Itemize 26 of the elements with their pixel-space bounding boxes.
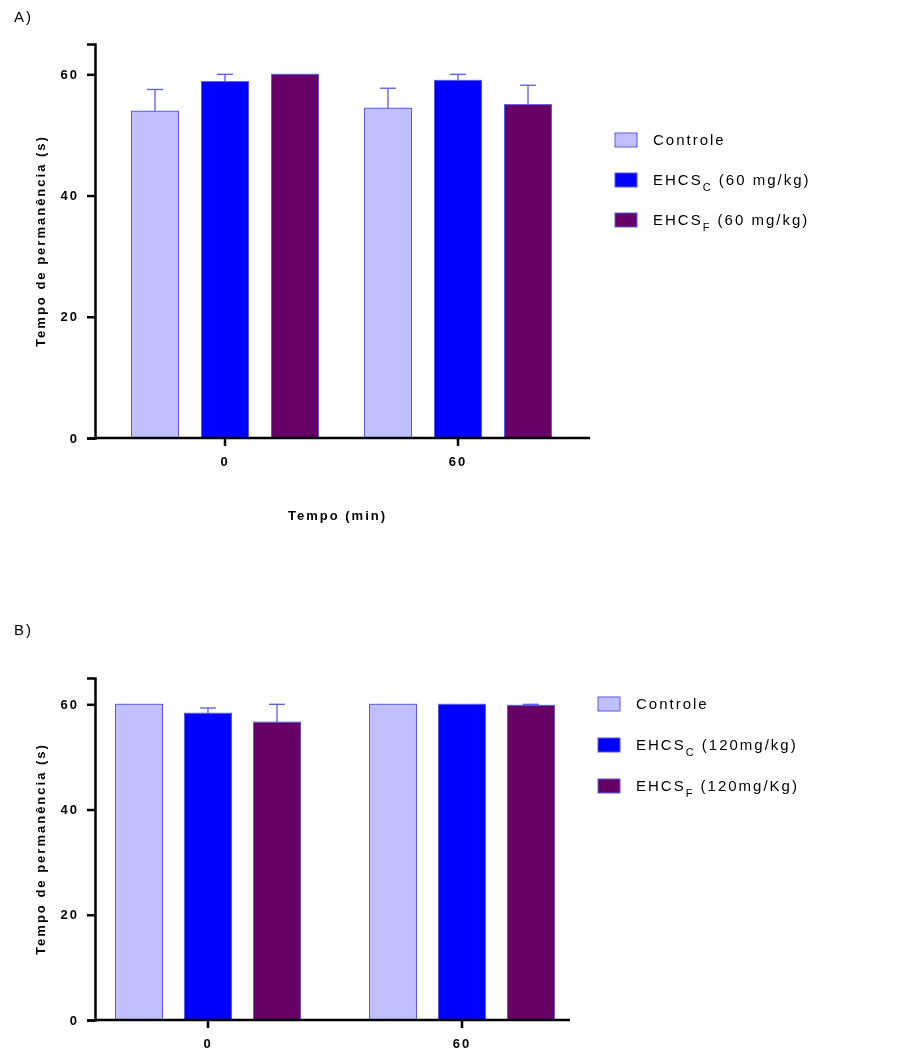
bar <box>369 703 417 1021</box>
legend-label: EHCS$_{F}$ (120mg/Kg) <box>636 777 799 799</box>
legend-label: EHCS$_{F}$ (60 mg/kg) <box>653 211 810 233</box>
bar <box>115 703 163 1021</box>
y-tick-label: 0 <box>69 1012 79 1028</box>
bar <box>184 712 232 1021</box>
bar <box>507 704 555 1021</box>
bar <box>438 703 486 1021</box>
y-tick-label: 20 <box>60 907 79 923</box>
y-axis-title: Tempo de permanência (s) <box>33 743 48 955</box>
x-axis-title: Tempo (min) <box>287 508 388 523</box>
bar <box>271 73 319 439</box>
legend-label: EHCS$_{C}$ (120mg/kg) <box>636 736 798 758</box>
legend-label: Controle <box>636 695 709 712</box>
y-tick-label: 60 <box>60 696 79 712</box>
y-axis-title: Tempo de permanência (s) <box>33 135 48 347</box>
y-tick-label: 60 <box>60 66 79 82</box>
legend-label: EHCS$_{C}$ (60 mg/kg) <box>653 171 811 193</box>
chart-title: B) <box>14 621 33 638</box>
bar <box>434 79 482 439</box>
y-tick-label: 40 <box>60 188 79 204</box>
y-tick-label: 20 <box>60 309 79 325</box>
y-tick-label: 40 <box>60 802 79 818</box>
chart-title: A) <box>14 8 33 25</box>
legend-label: Controle <box>653 131 726 148</box>
y-tick-label: 0 <box>69 430 79 446</box>
